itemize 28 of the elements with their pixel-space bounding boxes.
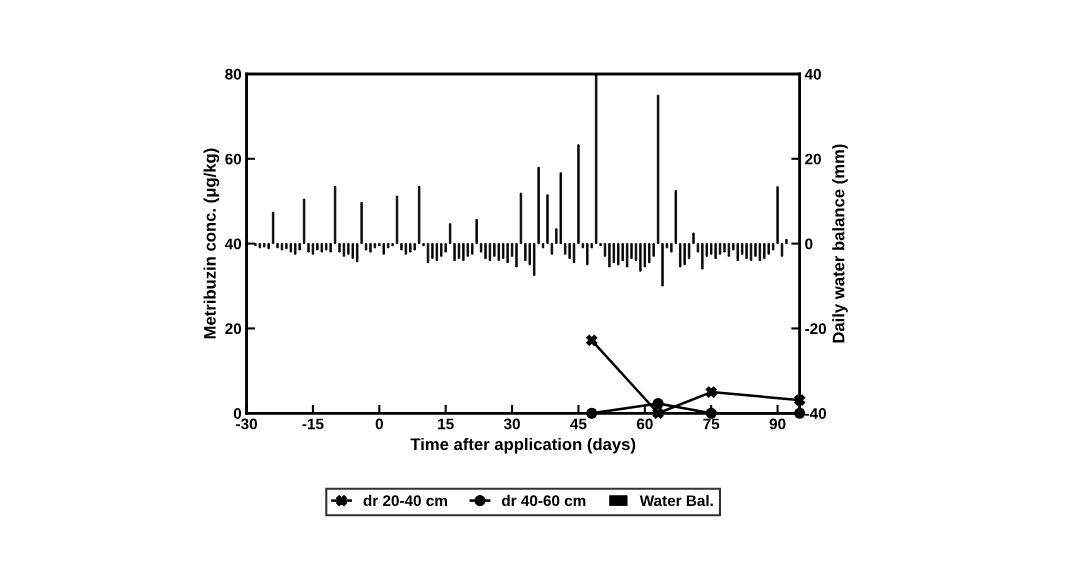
y2-axis-title: Daily water balance (mm) <box>832 144 848 343</box>
x-tick-label: 45 <box>570 418 587 430</box>
x-tick-label: -30 <box>236 418 257 430</box>
y-tick-label: 40 <box>224 238 242 250</box>
y-tick-label: 60 <box>225 153 242 165</box>
legend-label: dr 20-40 cm <box>363 494 447 507</box>
point <box>586 334 598 346</box>
y-axis-title: Metribuzin conc. (μg/kg) <box>203 148 220 339</box>
y-tick-label: 0 <box>233 408 242 419</box>
x-tick-label: 90 <box>769 418 786 430</box>
y2-tick-label: 0 <box>805 238 813 250</box>
x-tick-label: 60 <box>636 418 653 430</box>
x-tick-label: -15 <box>302 418 324 430</box>
x-tick-label: 0 <box>375 418 383 430</box>
x-tick-label: 75 <box>703 418 720 430</box>
y2-tick-label: -20 <box>805 323 827 335</box>
legend-label: dr 40-60 cm <box>501 494 586 507</box>
y-tick-label: 20 <box>225 323 242 335</box>
y-tick-label: 80 <box>225 68 242 80</box>
x-axis-title: Time after application (days) <box>410 437 636 454</box>
x-tick-label: 30 <box>503 418 520 430</box>
point <box>652 397 664 410</box>
y2-tick-label: -40 <box>805 408 827 419</box>
x-tick-label: 15 <box>438 418 454 430</box>
y2-tick-label: 40 <box>804 68 821 80</box>
legend-label: Water Bal. <box>639 494 713 507</box>
point <box>705 386 717 398</box>
y2-tick-label: 20 <box>805 153 821 165</box>
